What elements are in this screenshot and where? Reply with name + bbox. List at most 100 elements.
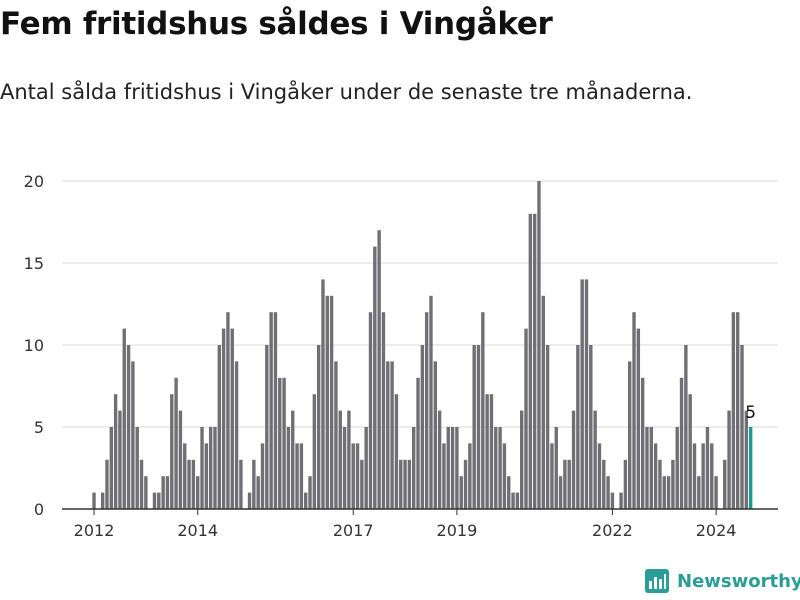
bar	[299, 443, 304, 509]
bar	[532, 213, 537, 510]
bar	[489, 394, 494, 509]
bar	[325, 295, 329, 509]
bar	[671, 459, 675, 509]
bar	[256, 476, 260, 509]
bar	[580, 279, 584, 509]
bar	[286, 427, 291, 509]
bar	[118, 410, 122, 509]
bar	[221, 328, 226, 509]
bar	[273, 312, 278, 509]
bar	[744, 410, 749, 509]
bar	[545, 345, 550, 509]
newsworthy-logo[interactable]: Newsworthy	[644, 568, 800, 594]
bar	[416, 377, 420, 509]
bar	[446, 427, 450, 509]
bar	[403, 459, 407, 509]
bar	[554, 427, 558, 509]
bar	[498, 427, 502, 509]
bar	[619, 492, 623, 509]
bar	[628, 361, 632, 509]
bar	[736, 312, 740, 509]
bar	[170, 394, 174, 509]
bar	[412, 427, 416, 509]
bar	[662, 476, 666, 509]
bar	[157, 492, 161, 509]
bar	[265, 345, 269, 509]
bar	[714, 476, 718, 509]
bar	[727, 410, 731, 509]
bar	[252, 459, 256, 509]
x-tick-label: 2017	[333, 521, 374, 540]
bar	[187, 459, 191, 509]
bar	[260, 443, 265, 509]
bar	[278, 377, 282, 509]
bar	[705, 427, 710, 509]
bar	[679, 377, 684, 509]
bar	[165, 476, 170, 509]
bar	[459, 476, 463, 509]
bar	[282, 377, 286, 509]
newsworthy-logo-icon	[645, 569, 669, 593]
bar	[316, 345, 321, 509]
bar	[507, 476, 511, 509]
bar	[304, 492, 308, 509]
bar	[230, 328, 234, 509]
bar	[364, 427, 368, 509]
y-tick-label: 10	[24, 336, 44, 355]
bar	[131, 361, 135, 509]
bar	[291, 410, 295, 509]
bar	[135, 427, 139, 509]
bar	[520, 410, 524, 509]
bar	[740, 345, 744, 509]
bar	[632, 312, 636, 509]
bar	[239, 459, 243, 509]
bar	[213, 427, 217, 509]
bar	[472, 345, 476, 509]
y-tick-label: 15	[24, 254, 44, 273]
bar	[126, 345, 131, 509]
bar	[640, 377, 645, 509]
bar	[92, 492, 96, 509]
bar	[710, 443, 714, 509]
bar	[558, 476, 563, 509]
bar	[394, 394, 399, 509]
bar	[576, 345, 580, 509]
bar	[208, 427, 213, 509]
bar	[697, 476, 701, 509]
bar	[455, 427, 459, 509]
bar	[593, 410, 597, 509]
bar	[597, 443, 602, 509]
bar	[494, 427, 498, 509]
bar	[468, 443, 472, 509]
bar	[688, 394, 692, 509]
bar	[567, 459, 571, 509]
bar	[329, 295, 334, 509]
bar	[524, 328, 528, 509]
bar	[476, 345, 481, 509]
bar	[355, 443, 360, 509]
bar	[377, 230, 381, 509]
x-tick-label: 2012	[74, 521, 115, 540]
x-tick-label: 2014	[177, 521, 218, 540]
bar	[386, 361, 390, 509]
x-tick-label: 2024	[696, 521, 737, 540]
bar	[247, 492, 252, 509]
highlight-data-label: 5	[745, 403, 756, 423]
bar	[541, 295, 545, 509]
bar	[602, 459, 606, 509]
bar	[381, 312, 386, 509]
bar	[174, 377, 178, 509]
bar	[606, 476, 610, 509]
bar	[321, 279, 325, 509]
bar	[295, 443, 299, 509]
bar	[433, 361, 437, 509]
chart-title: Fem fritidshus såldes i Vingåker	[0, 6, 553, 42]
y-tick-label: 20	[24, 172, 44, 191]
bar	[636, 328, 641, 509]
bar	[701, 443, 705, 509]
bar	[269, 312, 273, 509]
bar	[723, 459, 727, 509]
bar	[481, 312, 485, 509]
bar	[658, 459, 662, 509]
